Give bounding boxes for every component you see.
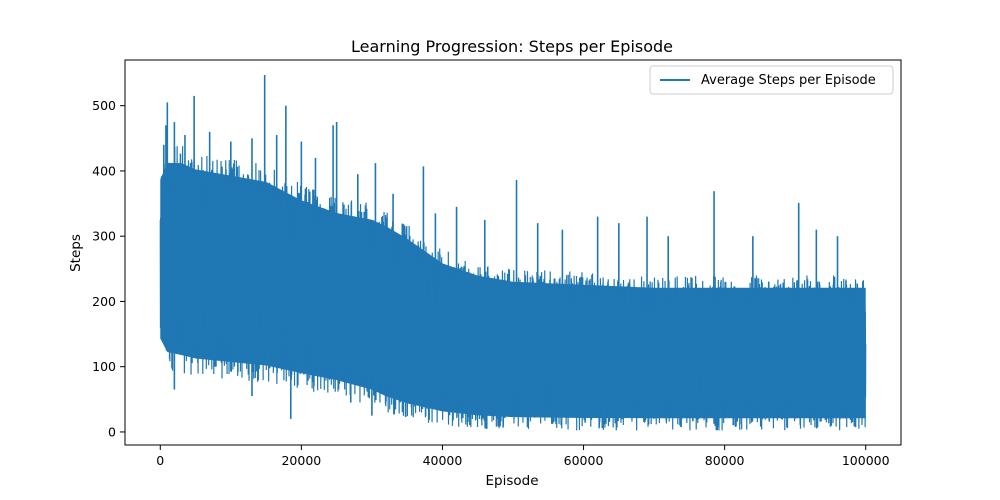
- legend-box: [649, 65, 894, 95]
- y-tick-label: 0: [108, 424, 116, 439]
- x-tick-label: 80000: [705, 453, 745, 468]
- x-axis-label: Episode: [485, 473, 538, 489]
- y-axis: 0 100 200 300 400 500: [92, 98, 125, 439]
- x-tick-label: 20000: [281, 453, 321, 468]
- x-tick-label: 0: [156, 453, 164, 468]
- chart-title: Learning Progression: Steps per Episode: [351, 37, 673, 56]
- y-tick-label: 500: [92, 98, 116, 113]
- plot-frame: [124, 59, 902, 446]
- y-tick-label: 200: [92, 294, 116, 309]
- y-tick-label: 300: [92, 229, 116, 244]
- plot-area: [159, 75, 867, 431]
- x-tick-label: 100000: [842, 453, 890, 468]
- y-tick-label: 100: [92, 359, 116, 374]
- x-tick-label: 40000: [423, 453, 463, 468]
- y-axis-label: Steps: [68, 234, 84, 272]
- legend-label: Average Steps per Episode: [701, 73, 876, 88]
- series-line-average-steps: [159, 146, 867, 431]
- x-axis: 0 20000 40000 60000 80000 100000: [156, 445, 890, 468]
- x-tick-label: 60000: [564, 453, 604, 468]
- y-tick-label: 400: [92, 163, 116, 178]
- legend: Average Steps per Episode: [649, 65, 894, 95]
